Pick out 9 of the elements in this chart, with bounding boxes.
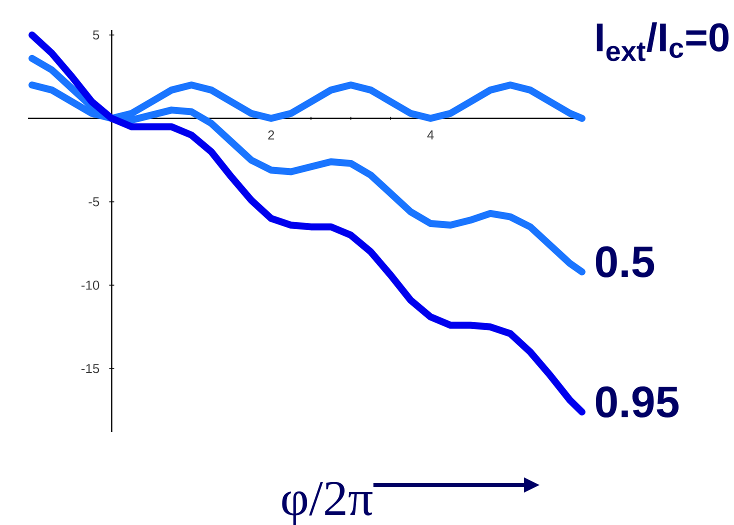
series-label: 0.95 [596, 386, 679, 418]
y-tick-label: 5 [92, 30, 100, 40]
y-tick-label: -15 [81, 364, 100, 374]
y-tick-label: -5 [88, 197, 100, 206]
x-tick-label: 2 [268, 130, 274, 140]
y-tick-label: -10 [81, 280, 100, 290]
series-label: 0.5 [596, 246, 654, 278]
x-tick-label: 4 [427, 130, 434, 140]
series-label: I$_{ext}$/I$_{c}$=0 [596, 22, 729, 62]
